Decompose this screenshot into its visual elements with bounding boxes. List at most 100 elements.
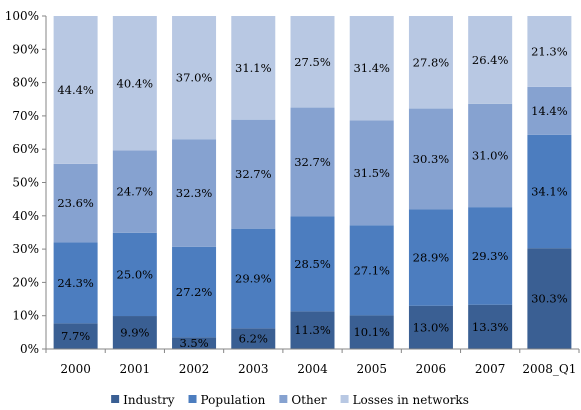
bar-segment (527, 86, 572, 135)
bar-segment (290, 107, 335, 217)
bar-segment (408, 305, 453, 349)
data-label: 32.7% (294, 155, 331, 169)
data-label: 32.7% (235, 167, 272, 181)
data-label: 30.3% (531, 292, 568, 306)
bar-segment (112, 150, 157, 233)
legend: Industry Population Other Losses in network… (111, 393, 469, 407)
bar-segment (527, 248, 572, 349)
data-label: 3.5% (179, 336, 208, 350)
y-tick-label: 20% (12, 275, 39, 289)
bar-segment (112, 316, 157, 349)
bar-segment (231, 119, 276, 229)
data-label: 9.9% (120, 326, 149, 340)
bar-segment (290, 216, 335, 312)
legend-label: Losses in networks (353, 393, 469, 407)
bar-segment (112, 232, 157, 317)
data-label: 11.3% (294, 323, 331, 337)
y-tick-label: 70% (12, 109, 39, 123)
legend-swatch (340, 395, 349, 403)
data-label: 7.7% (61, 329, 90, 343)
data-label: 28.9% (413, 251, 450, 265)
x-tick-label: 2006 (416, 362, 447, 376)
bar-segment (53, 16, 98, 164)
x-tick-label: 2003 (238, 362, 269, 376)
y-tick-label: 50% (12, 176, 39, 190)
y-tick-label: 0% (20, 342, 39, 356)
x-tick-label: 2005 (356, 362, 387, 376)
data-label: 24.3% (57, 276, 94, 290)
data-label: 31.1% (235, 61, 272, 75)
data-label: 29.3% (472, 249, 509, 263)
data-label: 30.3% (413, 152, 450, 166)
bar-segment (527, 16, 572, 87)
bar-segment (172, 16, 217, 140)
bar-segment (349, 315, 394, 349)
bar-segment (349, 16, 394, 121)
bar-segment (290, 16, 335, 108)
data-label: 13.3% (472, 320, 509, 334)
data-label: 31.5% (353, 166, 390, 180)
data-label: 13.0% (413, 320, 450, 334)
bar-segment (468, 16, 513, 104)
x-tick-label: 2000 (60, 362, 91, 376)
bar-segment (468, 207, 513, 305)
y-tick-label: 40% (12, 209, 39, 223)
bar-segment (349, 225, 394, 316)
data-label: 21.3% (531, 44, 568, 58)
bar-segment (408, 108, 453, 210)
bar-segment (468, 103, 513, 208)
x-tick-label: 2008_Q1 (522, 362, 576, 376)
data-label: 6.2% (239, 332, 268, 346)
y-tick-label: 60% (12, 142, 39, 156)
data-label: 31.4% (353, 61, 390, 75)
y-tick-label: 90% (12, 42, 39, 56)
x-tick-label: 2001 (120, 362, 151, 376)
bar-segment (172, 139, 217, 247)
y-tick-label: 80% (12, 76, 39, 90)
bar-segment (112, 16, 157, 151)
bar-segment (527, 134, 572, 249)
data-label: 27.8% (413, 55, 450, 69)
x-tick-label: 2004 (297, 362, 328, 376)
data-label: 32.3% (176, 186, 213, 200)
bar-segment (231, 328, 276, 349)
y-tick-label: 10% (12, 309, 39, 323)
bar-segment (172, 337, 217, 349)
bar-segment (231, 228, 276, 329)
bar-segment (172, 246, 217, 338)
bar-segment (53, 323, 98, 349)
data-label: 24.7% (117, 185, 154, 199)
data-label: 25.0% (117, 267, 154, 281)
bar-segment (53, 242, 98, 324)
x-tick-label: 2007 (475, 362, 506, 376)
bar-segment (408, 209, 453, 306)
data-label: 28.5% (294, 257, 331, 271)
data-label: 27.5% (294, 55, 331, 69)
data-label: 44.4% (57, 83, 94, 97)
legend-label: Population (201, 393, 266, 407)
data-label: 23.6% (57, 196, 94, 210)
data-label: 10.1% (353, 325, 390, 339)
bar-segment (53, 163, 98, 243)
axes-group: 2000 2001 2002 2003 2004 2005 2006 2007 2008_Q1 0… (5, 9, 580, 376)
y-tick-label: 30% (12, 242, 39, 256)
data-label: 27.1% (353, 263, 390, 277)
legend-label: Industry (123, 393, 175, 407)
data-label: 14.4% (531, 104, 568, 118)
data-label: 37.0% (176, 71, 213, 85)
data-labels-group: 7.7% 24.3% 23.6% 44.4% 9.9% 25.0% 24.7% 40.4% 3.… (57, 44, 567, 350)
legend-swatch (279, 395, 288, 403)
y-tick-label: 100% (5, 9, 39, 23)
bar-segment (290, 311, 335, 349)
legend-swatch (188, 395, 197, 403)
legend-label: Other (291, 393, 326, 407)
data-label: 31.0% (472, 149, 509, 163)
data-label: 34.1% (531, 184, 568, 198)
data-label: 29.9% (235, 272, 272, 286)
bars-group (53, 16, 572, 349)
data-label: 27.2% (176, 285, 213, 299)
bar-segment (408, 16, 453, 109)
bar-segment (231, 16, 276, 120)
bar-segment (349, 120, 394, 226)
